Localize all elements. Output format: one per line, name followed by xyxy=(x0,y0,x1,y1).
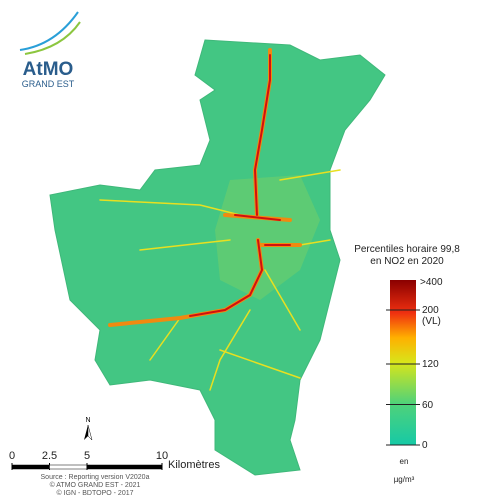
logo: AtMO GRAND EST xyxy=(19,11,81,89)
legend-unit-line: µg/m³ xyxy=(393,475,415,484)
legend-max-label: >400 xyxy=(420,277,443,288)
north-arrow-shape xyxy=(84,425,88,440)
legend-title-line: Percentiles horaire 99,8 xyxy=(354,244,460,255)
legend-unit-line: en xyxy=(399,457,409,466)
scale-tick-label: 5 xyxy=(83,450,91,462)
logo-region: GRAND EST xyxy=(22,79,75,89)
source-line: © ATMO GRAND EST - 2021 xyxy=(49,482,141,489)
scale-tick-label: 2.5 xyxy=(41,450,58,462)
scale-segment xyxy=(86,464,163,470)
north-arrow-shape xyxy=(87,424,93,441)
color-bar xyxy=(390,280,416,445)
urban-area xyxy=(215,175,320,300)
logo-swoosh xyxy=(24,21,81,55)
legend-tick-label: 200 (VL) xyxy=(422,305,441,327)
north-label: N xyxy=(85,417,90,424)
legend-tick-label: 120 xyxy=(422,359,439,370)
legend-tick-label: 60 xyxy=(422,399,434,411)
legend-tick-label: 0 xyxy=(422,440,428,451)
scale-tick-label: 0 xyxy=(8,450,16,462)
road xyxy=(189,54,291,317)
territory xyxy=(49,39,386,476)
scale-segment xyxy=(11,464,50,470)
scale-unit: Kilomètres xyxy=(168,459,220,471)
source-line: Source : Reporting version V2020a xyxy=(40,474,150,481)
scale-segment xyxy=(49,464,88,470)
legend-title-line: en NO2 en 2020 xyxy=(370,256,444,267)
legend-unit: en µg/m³ xyxy=(392,448,416,493)
legend-title: Percentiles horaire 99,8 en NO2 en 2020 xyxy=(352,244,462,268)
north-arrow: N xyxy=(84,417,93,441)
road xyxy=(99,169,341,391)
scale-tick-label: 10 xyxy=(155,450,169,462)
logo-name: AtMO xyxy=(23,59,74,80)
source-line: © IGN - BDTOPO - 2017 xyxy=(56,490,134,497)
roads xyxy=(99,48,341,391)
logo-swoosh xyxy=(19,11,79,51)
